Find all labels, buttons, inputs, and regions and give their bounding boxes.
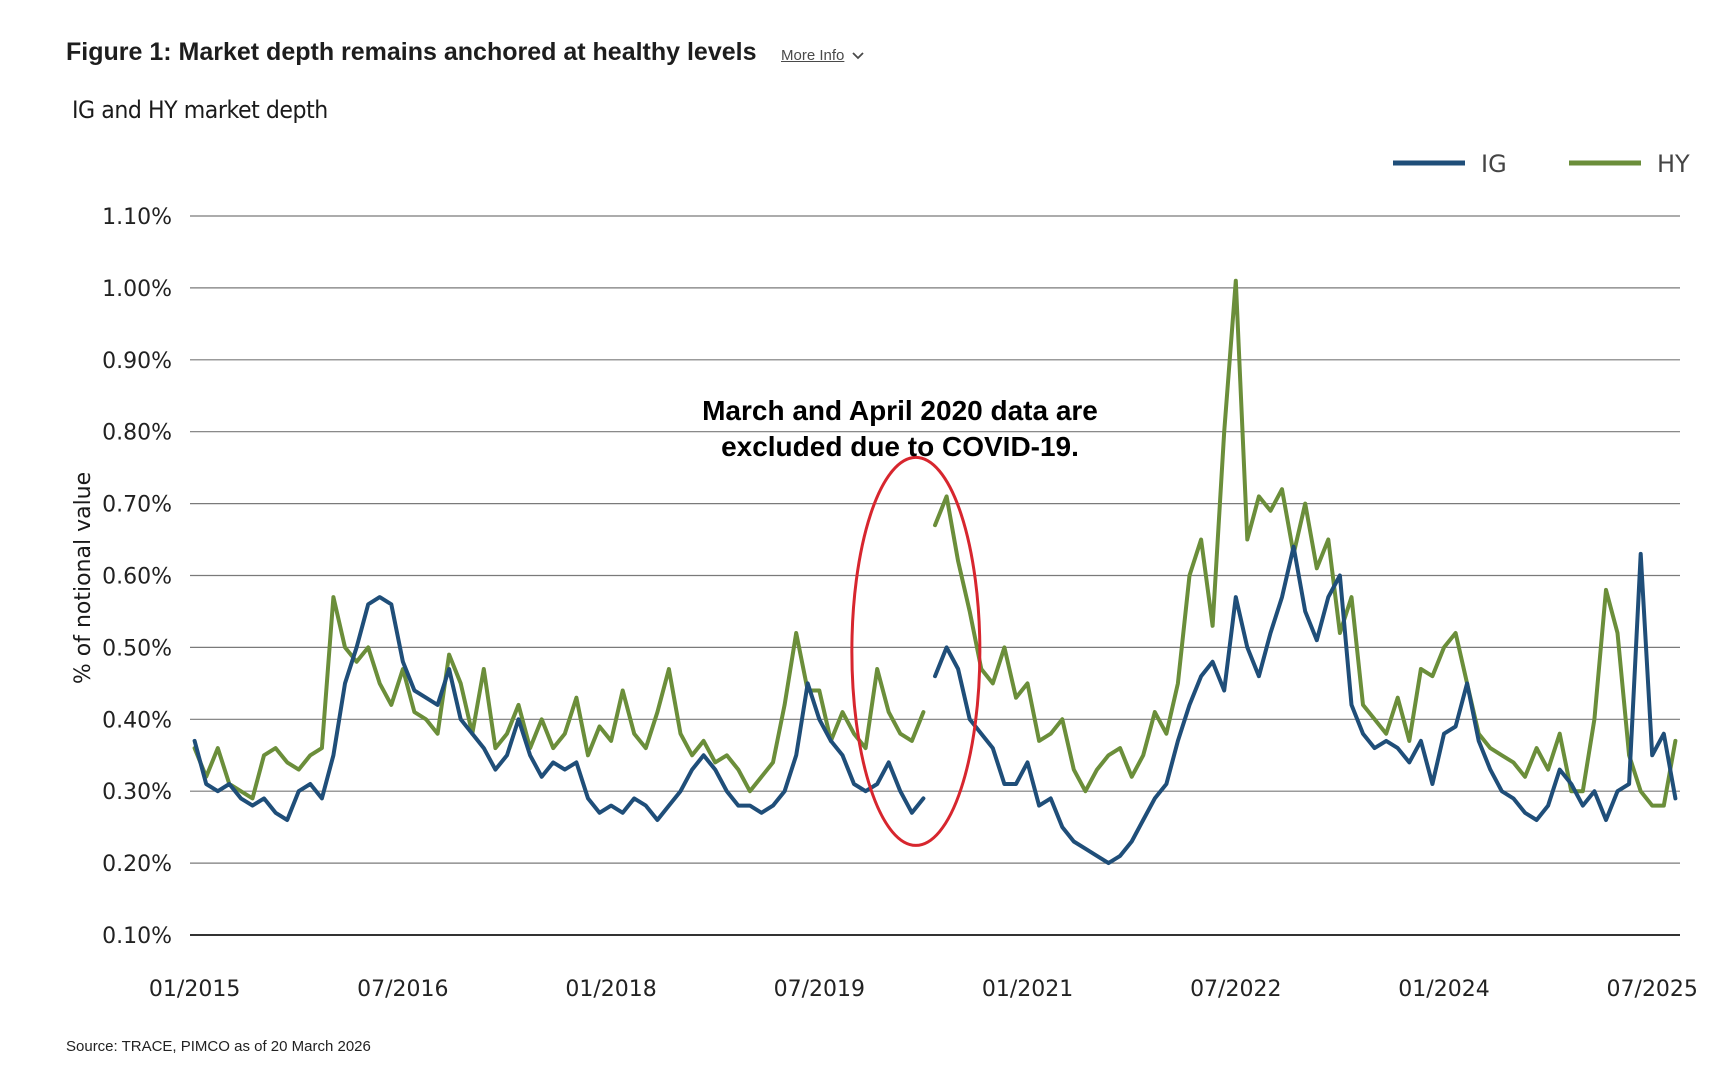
- series-line-ig: [192, 595, 926, 822]
- y-tick-label: 0.70%: [102, 493, 172, 518]
- legend-label-ig: IG: [1481, 150, 1507, 178]
- y-tick-label: 0.30%: [102, 780, 172, 805]
- y-tick-label: 0.10%: [102, 924, 172, 949]
- x-tick-label: 01/2021: [982, 977, 1073, 1002]
- series-line-ig: [933, 544, 1678, 866]
- annotation-text: March and April 2020 data are: [702, 395, 1098, 426]
- x-tick-label: 01/2024: [1398, 977, 1489, 1002]
- chart-subtitle: IG and HY market depth: [72, 96, 328, 124]
- chevron-down-icon: [852, 47, 865, 64]
- y-tick-label: 0.80%: [102, 421, 172, 446]
- annotation-text: excluded due to COVID-19.: [721, 431, 1079, 462]
- series-lines: [192, 278, 1678, 866]
- y-axis-label: % of notional value: [71, 472, 96, 684]
- legend: IG HY: [1393, 150, 1690, 178]
- covid-annotation: March and April 2020 data are excluded du…: [702, 395, 1098, 847]
- y-tick-label: 0.20%: [102, 852, 172, 877]
- x-axis-ticks: 01/2015 07/2016 01/2018 07/2019 01/2021 07/20…: [149, 977, 1698, 1002]
- y-tick-label: 1.10%: [102, 205, 172, 230]
- x-tick-label: 01/2015: [149, 977, 240, 1002]
- x-tick-label: 07/2025: [1607, 977, 1698, 1002]
- y-tick-label: 0.40%: [102, 708, 172, 733]
- y-tick-label: 1.00%: [102, 277, 172, 302]
- covid-circle: [850, 455, 982, 847]
- legend-label-hy: HY: [1657, 150, 1690, 178]
- grid: [190, 215, 1680, 936]
- x-tick-label: 07/2016: [357, 977, 448, 1002]
- series-line-hy: [933, 278, 1678, 808]
- y-tick-label: 0.50%: [102, 636, 172, 661]
- y-tick-label: 0.90%: [102, 349, 172, 374]
- more-info-link[interactable]: More Info: [781, 47, 865, 64]
- x-tick-label: 01/2018: [565, 977, 656, 1002]
- source-note: Source: TRACE, PIMCO as of 20 March 2026: [66, 1038, 371, 1055]
- y-axis-ticks: 0.10% 0.20% 0.30% 0.40% 0.50% 0.60% 0.70% 0.80%…: [102, 205, 172, 949]
- figure-title: Figure 1: Market depth remains anchored …: [66, 38, 757, 66]
- x-tick-label: 07/2019: [774, 977, 865, 1002]
- series-line-hy: [192, 595, 926, 801]
- x-tick-label: 07/2022: [1190, 977, 1281, 1002]
- y-tick-label: 0.60%: [102, 565, 172, 590]
- more-info-label: More Info: [781, 47, 845, 64]
